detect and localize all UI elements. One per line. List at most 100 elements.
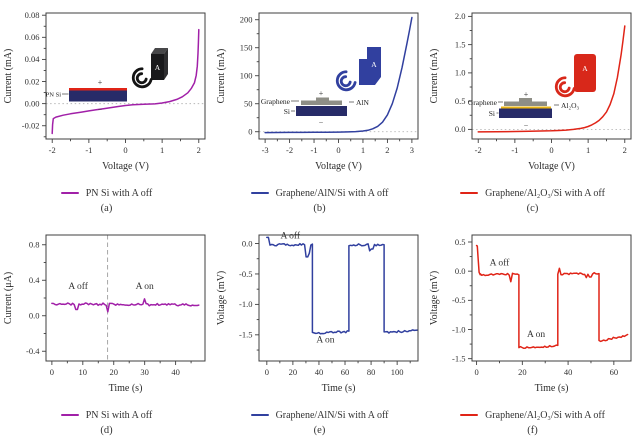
y-axis-label: Current (μA) xyxy=(3,272,14,324)
y-tick-label: 200 xyxy=(239,15,252,25)
y-tick-label: 2.0 xyxy=(454,11,465,21)
y-tick-label: -1.5 xyxy=(452,353,465,363)
y-tick-label: 0.8 xyxy=(28,240,39,250)
x-axis-label: Voltage (V) xyxy=(102,161,149,172)
panel-letter-f: (f) xyxy=(527,425,538,436)
x-tick-label: 0 xyxy=(549,145,553,155)
annotation: A off xyxy=(489,257,509,268)
y-tick-label: 0.0 xyxy=(241,238,252,248)
panel-c: -2 -1 0 1 2 0.0 0.5 1.0 1.5 2.0 Voltage (V) Current… xyxy=(426,0,639,222)
legend-a: PN Si with A off xyxy=(60,183,152,203)
legend-label: PN Si with A off xyxy=(85,409,153,421)
y-axis-label: Current (mA) xyxy=(3,49,14,104)
x-tick-label: 0 xyxy=(49,367,53,377)
panel-letter-e: (e) xyxy=(313,425,326,436)
x-tick-label: -1 xyxy=(511,145,518,155)
x-tick-label: -1 xyxy=(85,145,92,155)
chart-a: -2 -1 0 1 2 -0.02 0.00 0.02 0.04 0.06 0.08 Voltage … xyxy=(3,10,205,172)
y-axis-label: Voltage (mV) xyxy=(216,271,227,326)
x-tick-label: -1 xyxy=(310,145,317,155)
speaker-front-face xyxy=(150,54,164,80)
y-tick-label: 150 xyxy=(239,43,252,53)
x-tick-label: 40 xyxy=(171,367,180,377)
pn-si-layer xyxy=(68,90,127,102)
graphene-label: Graphene xyxy=(260,97,290,106)
device-inset-c: Graphene Si Al₂O₃ + − A xyxy=(467,54,596,130)
y-tick-label: 0 xyxy=(248,127,252,137)
plus-sign: + xyxy=(318,89,323,98)
annotation: A on xyxy=(526,330,544,340)
x-tick-label: 0 xyxy=(336,145,340,155)
speaker-label: A xyxy=(582,64,588,73)
panel-e: 0 20 40 60 80 100 0.0 -0.5 -1.0 -1.5 Time (s) Volta… xyxy=(213,222,426,444)
electrode-bump xyxy=(315,97,329,101)
sound-wave-outer xyxy=(554,76,575,98)
y-tick-label: 0.02 xyxy=(24,76,39,86)
y-tick-label: -1.5 xyxy=(239,330,252,340)
legend-label: Graphene/AlN/Si with A off xyxy=(275,409,389,421)
panel-letter-b: (b) xyxy=(313,203,326,214)
data-series xyxy=(475,244,628,350)
speaker-top-face xyxy=(150,48,168,54)
legend-f: Graphene/Al₂O₃/Si with A off xyxy=(460,405,605,425)
x-tick-label: 2 xyxy=(385,145,389,155)
x-tick-label: 40 xyxy=(563,367,572,377)
y-tick-label: 1.0 xyxy=(454,68,465,78)
si-label: Si xyxy=(488,109,494,118)
annotation: A on xyxy=(135,282,153,292)
sound-wave-inner xyxy=(339,75,352,88)
graphene-label: Graphene xyxy=(467,98,497,107)
speaker-icon: A xyxy=(150,48,168,80)
sound-wave-inner xyxy=(558,81,571,94)
y-tick-label: -0.5 xyxy=(452,295,465,305)
x-tick-label: -2 xyxy=(48,145,55,155)
graphene-layer xyxy=(503,101,547,106)
y-tick-label: 0.5 xyxy=(454,96,465,106)
y-tick-label: 0.08 xyxy=(24,10,39,20)
legend-label: Graphene/Al₂O₃/Si with A off xyxy=(485,409,605,421)
y-tick-label: 100 xyxy=(239,71,252,81)
x-tick-label: 3 xyxy=(409,145,413,155)
panel-a: -2 -1 0 1 2 -0.02 0.00 0.02 0.04 0.06 0.08 Voltage … xyxy=(0,0,213,222)
speaker-label: A xyxy=(154,63,160,72)
legend-b: Graphene/AlN/Si with A off xyxy=(250,183,388,203)
x-tick-label: -2 xyxy=(286,145,293,155)
sound-wave-outer xyxy=(335,70,356,92)
panel-letter-c: (c) xyxy=(526,203,539,214)
x-axis-label: Time (s) xyxy=(534,383,568,394)
y-tick-label: -1.0 xyxy=(452,324,465,334)
y-axis-label: Current (mA) xyxy=(216,49,227,104)
speaker-side-face xyxy=(163,48,168,80)
legend-swatch xyxy=(60,191,79,195)
legend-swatch xyxy=(250,413,269,417)
y-axis-label: Current (mA) xyxy=(429,49,440,104)
speaker-body xyxy=(573,54,596,92)
panel-f: 0 20 40 60 0.5 0.0 -0.5 -1.0 -1.5 Time (s) Voltage… xyxy=(426,222,639,444)
al2o3-layer xyxy=(500,106,551,109)
x-tick-label: 0 xyxy=(123,145,127,155)
x-tick-label: 80 xyxy=(366,367,375,377)
panel-d: 0 10 20 30 40 -0.4 0.0 0.4 0.8 Time (s) Current (μ… xyxy=(0,222,213,444)
legend-swatch xyxy=(60,413,79,417)
x-tick-label: 20 xyxy=(109,367,118,377)
plot-frame xyxy=(471,12,631,140)
x-tick-label: 40 xyxy=(314,367,323,377)
y-tick-label: -0.02 xyxy=(21,121,39,131)
x-tick-label: 1 xyxy=(360,145,364,155)
sound-wave-inner xyxy=(135,72,148,85)
plot-frame xyxy=(45,12,205,140)
legend-e: Graphene/AlN/Si with A off xyxy=(250,405,389,425)
legend-swatch xyxy=(460,191,479,195)
minus-sign: − xyxy=(318,118,323,127)
x-tick-label: 0 xyxy=(264,367,268,377)
sound-waves-icon xyxy=(131,67,152,89)
electrode-bump xyxy=(518,98,532,102)
data-series xyxy=(476,25,626,133)
top-electrode-layer xyxy=(68,88,127,91)
x-axis-label: Time (s) xyxy=(321,383,355,394)
si-layer xyxy=(295,106,347,116)
x-tick-label: 0 xyxy=(474,367,478,377)
legend-swatch xyxy=(460,413,479,417)
speaker-icon: A xyxy=(573,54,596,92)
